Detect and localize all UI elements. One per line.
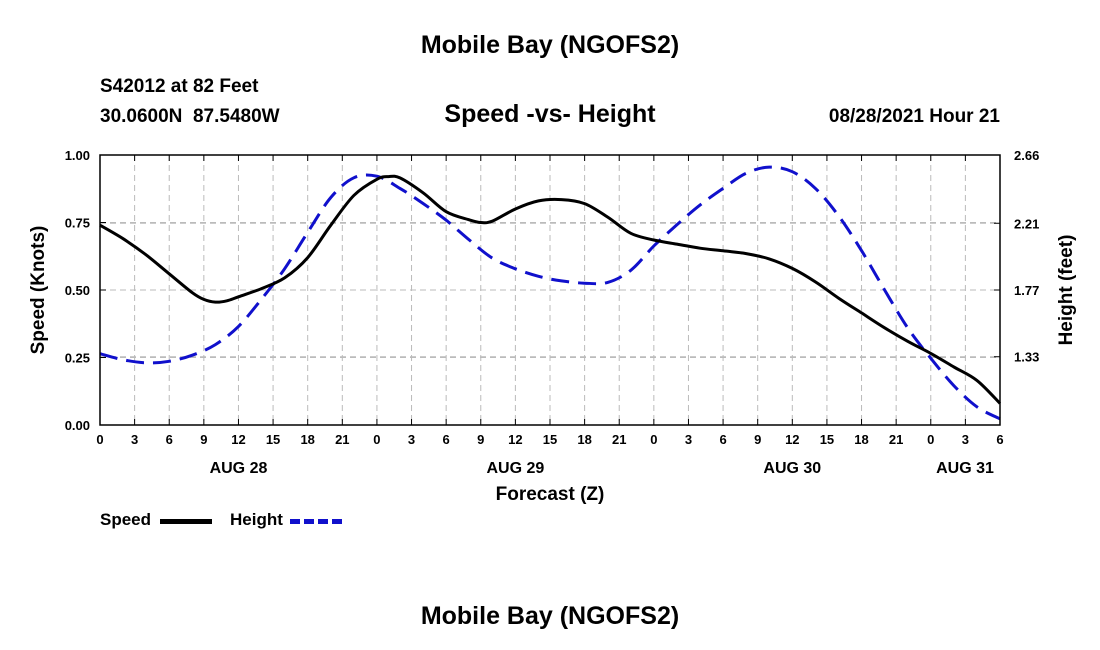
axes: 0 3 6 9 12 15 18 21 0 3 6 9 12 15 18 21 0 3 6 9 12 15 18 21 0 3 6 0… [28, 148, 1077, 505]
day-label: AUG 28 [210, 460, 268, 477]
bottom-title: Mobile Bay (NGOFS2) [420, 602, 680, 630]
chart-subtitle: Speed -vs- Height [444, 100, 656, 128]
x-tick-label: 0 [96, 432, 103, 447]
x-tick-label: 15 [266, 432, 280, 447]
x-tick-label: 15 [543, 432, 557, 447]
y-tick-label: 0.00 [65, 418, 90, 433]
y2-tick-label: 2.66 [1014, 148, 1039, 163]
x-tick-label: 6 [719, 432, 726, 447]
series-line-speed [99, 174, 1002, 405]
y-tick-label: 0.75 [65, 216, 90, 231]
x-tick-label: 3 [131, 432, 138, 447]
y2-tick-label: 2.21 [1014, 216, 1039, 231]
x-tick-label: 3 [962, 432, 969, 447]
series-layer [99, 165, 1002, 421]
x-tick-label: 12 [231, 432, 245, 447]
day-label: AUG 29 [486, 460, 544, 477]
grid [100, 155, 1000, 425]
x-tick-label: 6 [166, 432, 173, 447]
x-tick-label: 9 [200, 432, 207, 447]
station-label: S42012 at 82 Feet [100, 76, 259, 97]
x-tick-label: 15 [820, 432, 834, 447]
x-tick-label: 12 [508, 432, 522, 447]
legend-height-label: Height [230, 510, 283, 529]
y-axis-title: Speed (Knots) [28, 226, 49, 355]
x-tick-label: 18 [854, 432, 868, 447]
x-tick-label: 21 [889, 432, 903, 447]
x-tick-label: 6 [443, 432, 450, 447]
x-tick-label: 0 [927, 432, 934, 447]
y-tick-label: 0.50 [65, 283, 90, 298]
station-coords: 30.0600N 87.5480W [100, 106, 280, 127]
day-label: AUG 30 [763, 460, 821, 477]
top-title: Mobile Bay (NGOFS2) [420, 31, 680, 59]
day-label: AUG 31 [936, 460, 994, 477]
x-tick-label: 0 [650, 432, 657, 447]
y2-tick-label: 1.33 [1014, 350, 1039, 365]
x-tick-label: 3 [408, 432, 415, 447]
y-tick-label: 1.00 [65, 148, 90, 163]
x-tick-label: 0 [373, 432, 380, 447]
timestamp: 08/28/2021 Hour 21 [828, 106, 1000, 127]
x-tick-label: 21 [612, 432, 626, 447]
x-tick-label: 9 [477, 432, 484, 447]
legend-speed-line [160, 519, 212, 524]
x-tick-label: 18 [300, 432, 314, 447]
x-tick-label: 3 [685, 432, 692, 447]
y2-tick-label: 1.77 [1014, 283, 1039, 298]
x-tick-label: 9 [754, 432, 761, 447]
legend-height-line [290, 519, 342, 524]
x-tick-label: 18 [577, 432, 591, 447]
y2-axis-title: Height (feet) [1056, 235, 1077, 346]
series-line-height [99, 165, 1001, 421]
x-tick-label: 21 [335, 432, 349, 447]
x-axis-title: Forecast (Z) [496, 484, 605, 505]
legend-speed-label: Speed [100, 510, 152, 529]
x-tick-label: 6 [996, 432, 1003, 447]
x-tick-label: 12 [785, 432, 799, 447]
y-tick-label: 0.25 [65, 351, 90, 366]
